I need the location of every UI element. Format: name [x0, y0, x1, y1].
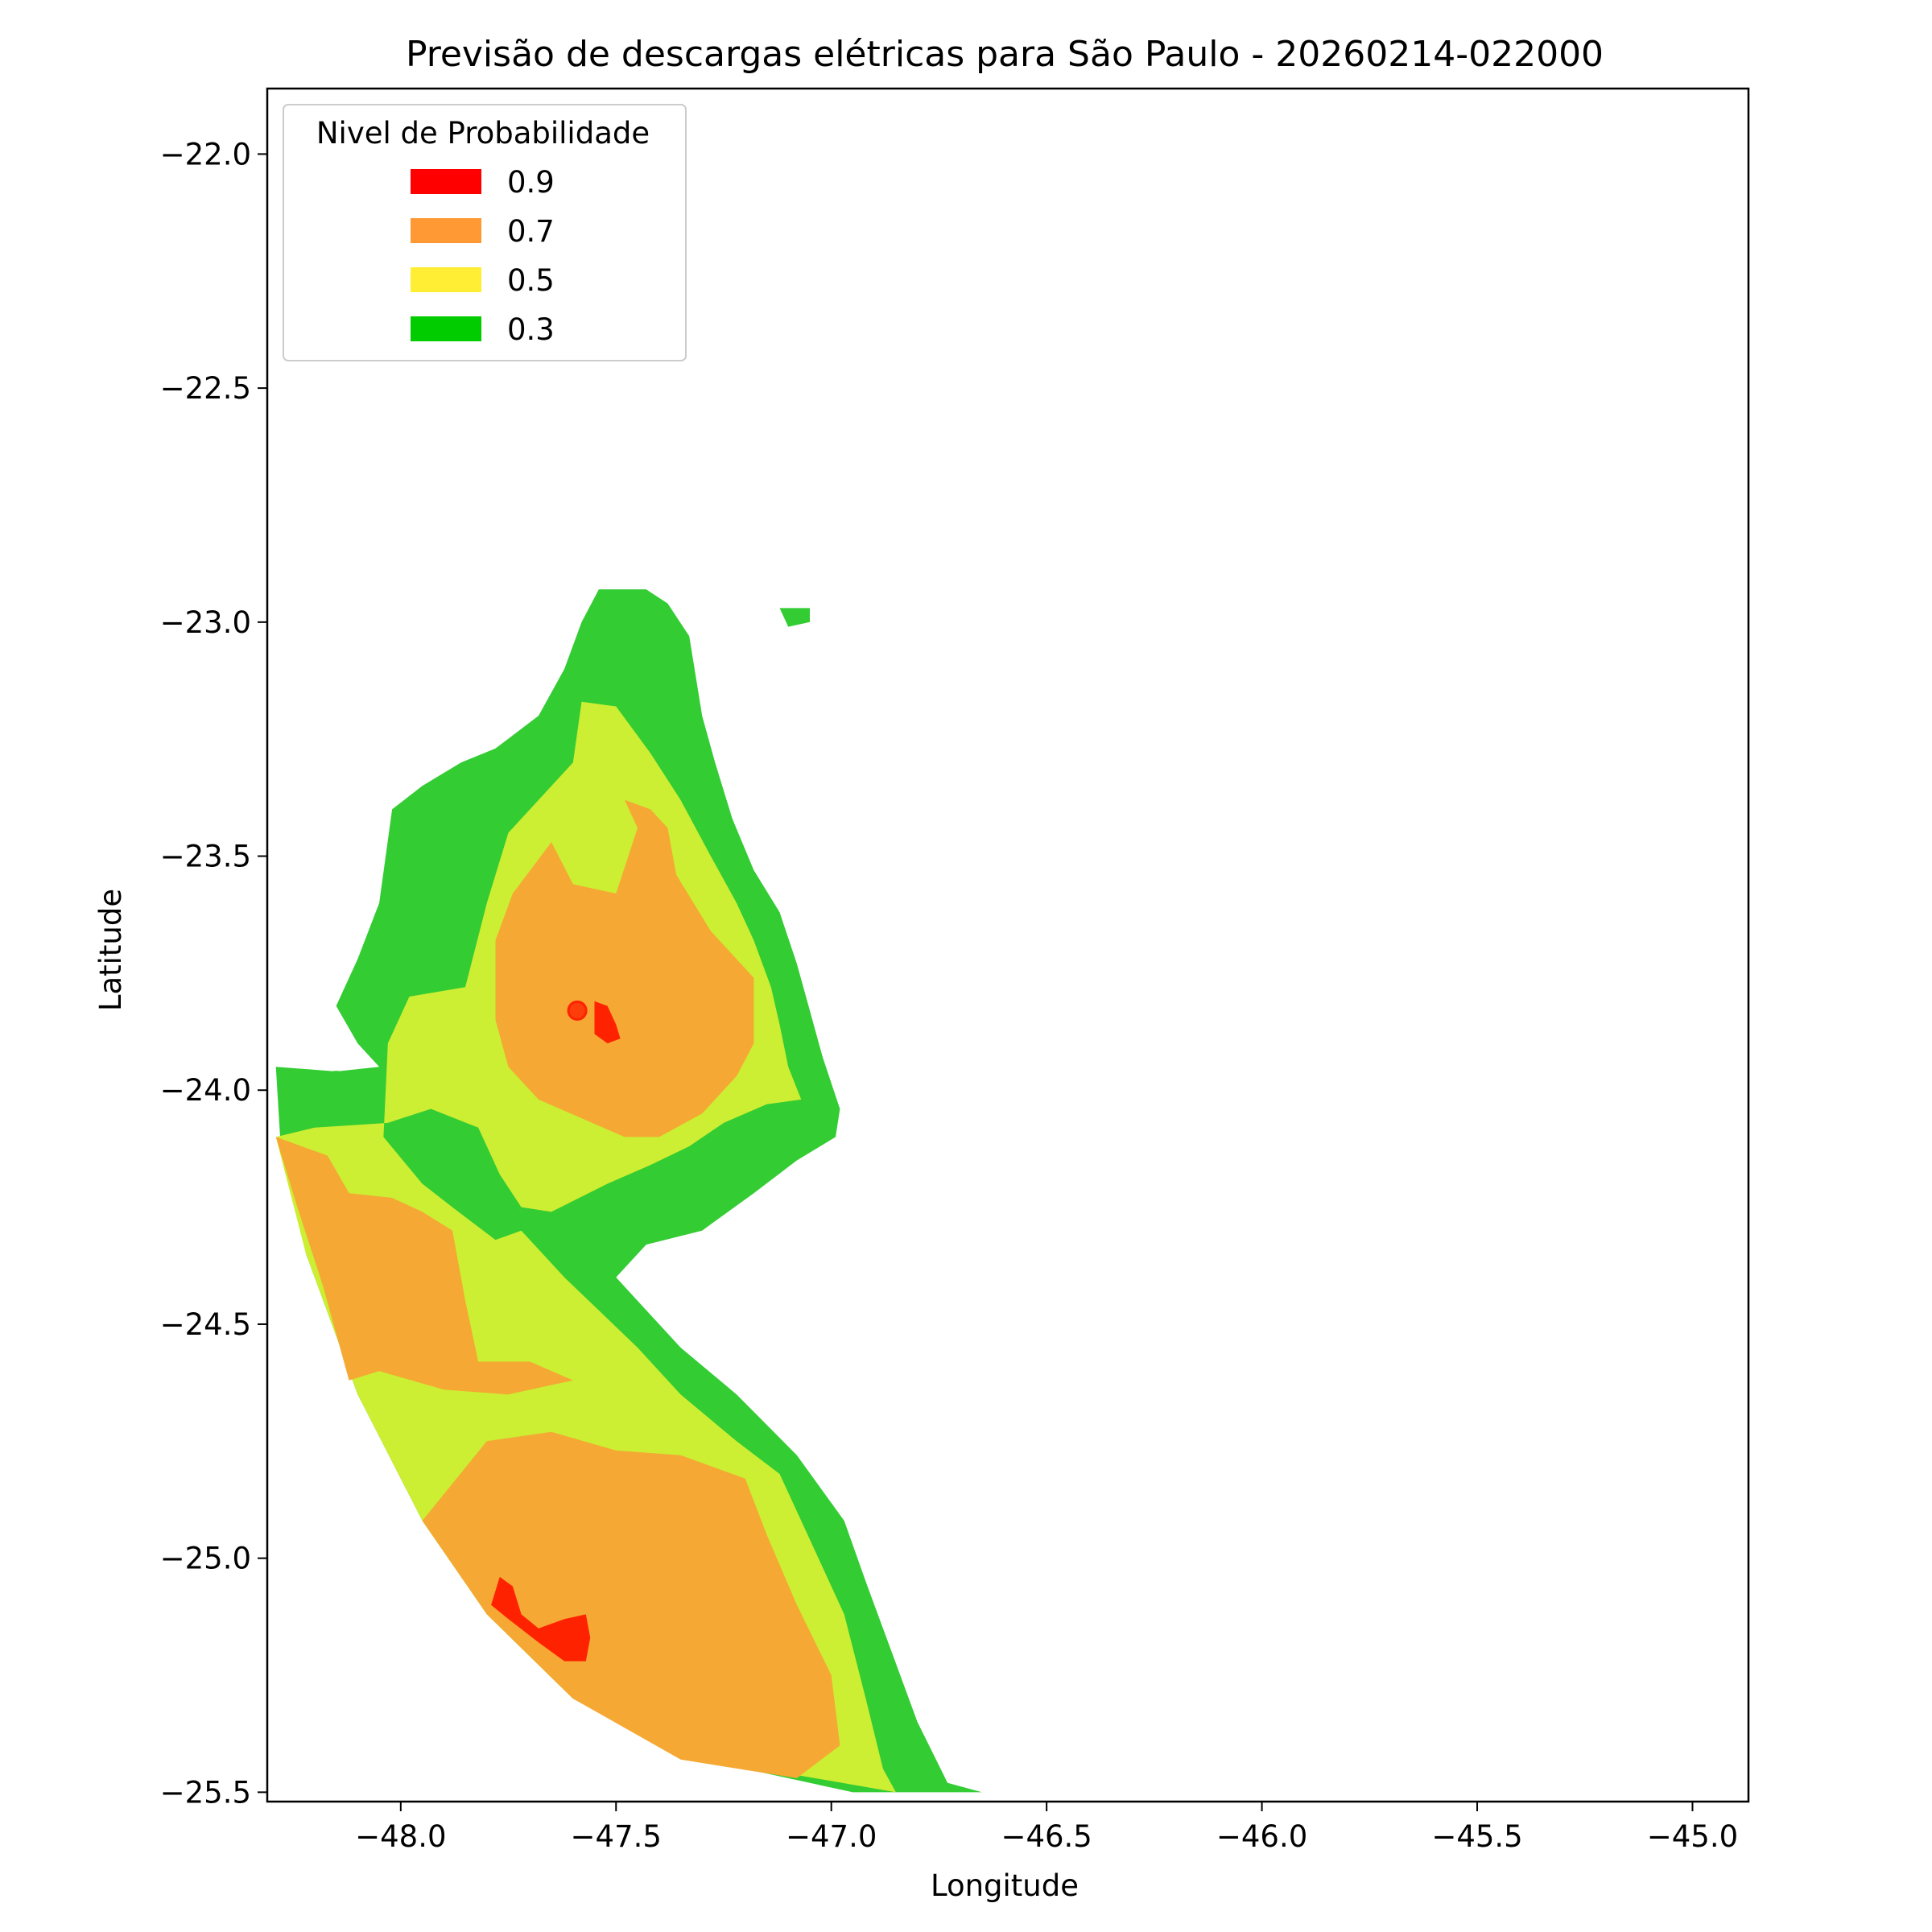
legend-entry-label: 0.3	[507, 312, 555, 347]
region-level-07-5	[422, 1431, 840, 1778]
probability-regions	[275, 589, 982, 1793]
y-tick-label: −25.5	[160, 1775, 251, 1810]
x-tick-label: −45.5	[1431, 1819, 1522, 1854]
marker-point-0	[567, 1000, 588, 1021]
y-axis-ticks: −22.0 −22.5 −23.0 −23.5 −24.0 −24.5 −25.0 −25.5	[160, 137, 267, 1810]
x-tick-label: −48.0	[355, 1819, 446, 1854]
y-tick-label: −24.5	[160, 1307, 251, 1342]
x-axis-label: Longitude	[931, 1868, 1079, 1903]
legend-box	[283, 104, 687, 361]
region-level-03-1	[779, 608, 810, 627]
region-level-09-7	[594, 1001, 621, 1044]
legend-entry-label: 0.7	[507, 214, 555, 249]
marker-points	[326, 1000, 588, 1092]
region-level-07-4	[275, 1137, 573, 1395]
legend-entry-label: 0.5	[507, 263, 555, 298]
y-tick-label: −25.0	[160, 1542, 251, 1576]
y-tick-label: −23.0	[160, 605, 251, 640]
x-tick-label: −46.5	[1001, 1819, 1092, 1854]
region-level-07-3	[495, 799, 754, 1137]
legend-title: Nivel de Probabilidade	[316, 116, 650, 151]
chart-title: Previsão de descargas elétricas para São…	[406, 34, 1604, 75]
plot-frame	[266, 87, 1750, 1803]
region-level-09-6	[491, 1576, 591, 1662]
y-tick-label: −23.5	[160, 840, 251, 874]
y-tick-label: −22.5	[160, 371, 251, 406]
legend: Nivel de Probabilidade 0.9 0.7 0.5 0.3	[283, 104, 687, 361]
legend-entry-label: 0.9	[507, 165, 555, 200]
x-tick-label: −47.0	[786, 1819, 877, 1854]
y-axis-label: Latitude	[93, 889, 128, 1011]
y-tick-label: −22.0	[160, 137, 251, 171]
x-tick-label: −47.5	[571, 1819, 662, 1854]
y-tick-label: −24.0	[160, 1073, 251, 1108]
legend-swatch	[411, 169, 481, 194]
x-axis-ticks: −48.0 −47.5 −47.0 −46.5 −46.0 −45.5 −45.0	[355, 1802, 1738, 1854]
legend-swatch	[411, 267, 481, 292]
x-tick-label: −46.0	[1216, 1819, 1307, 1854]
marker-point-1	[326, 1071, 347, 1092]
x-tick-label: −45.0	[1647, 1819, 1738, 1854]
legend-swatch	[411, 218, 481, 243]
legend-swatch	[411, 316, 481, 341]
